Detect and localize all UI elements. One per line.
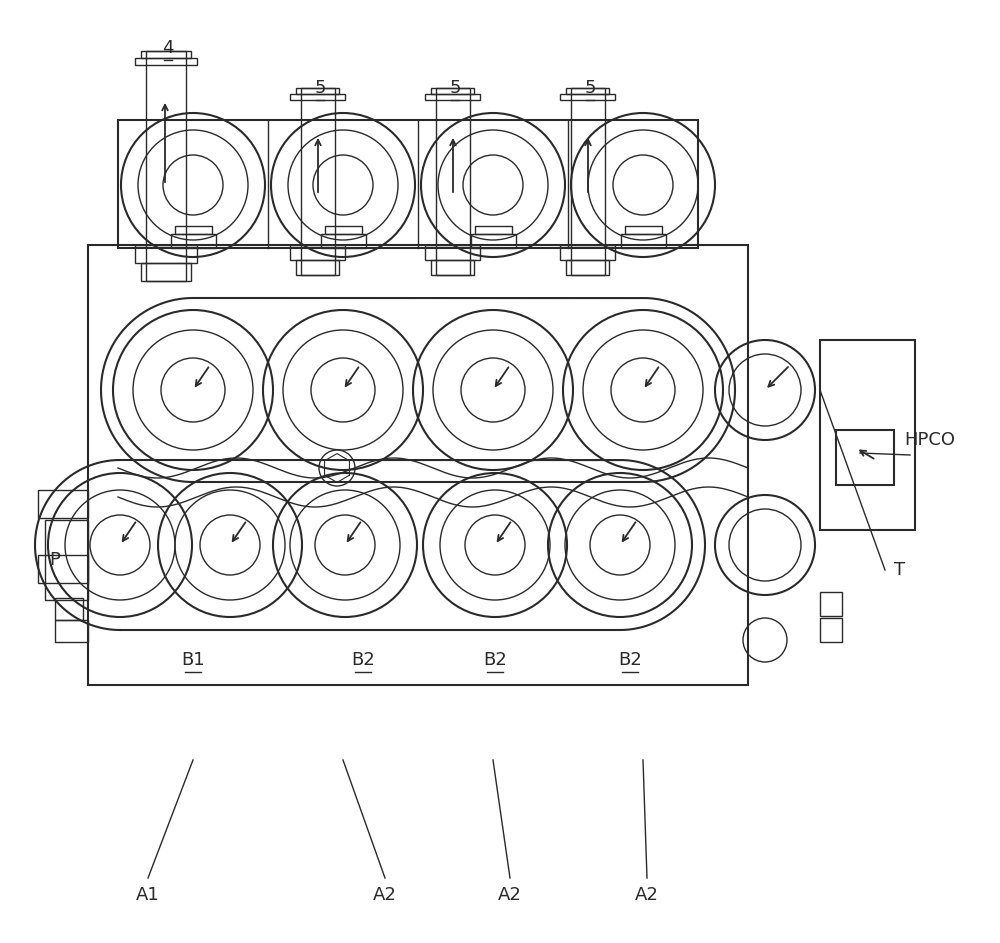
Bar xyxy=(296,260,339,275)
Bar xyxy=(175,226,212,234)
Bar xyxy=(38,555,88,583)
Bar xyxy=(820,618,842,642)
Text: A2: A2 xyxy=(498,886,522,904)
Bar xyxy=(88,245,748,685)
Bar xyxy=(55,598,83,620)
Text: HPCO: HPCO xyxy=(904,431,956,449)
Bar xyxy=(290,94,345,100)
Text: B2: B2 xyxy=(483,651,507,669)
Bar xyxy=(141,51,191,58)
Bar xyxy=(560,94,615,100)
Text: A2: A2 xyxy=(373,886,397,904)
Bar xyxy=(135,58,197,65)
Text: A2: A2 xyxy=(635,886,659,904)
Bar xyxy=(141,263,191,281)
Text: 4: 4 xyxy=(162,39,174,57)
Text: P: P xyxy=(50,551,60,569)
Text: B1: B1 xyxy=(181,651,205,669)
Bar xyxy=(836,430,894,485)
Bar xyxy=(55,620,88,642)
Bar xyxy=(425,245,480,260)
Bar xyxy=(566,88,609,94)
Text: B2: B2 xyxy=(618,651,642,669)
Bar xyxy=(436,88,470,275)
Bar xyxy=(431,260,474,275)
Bar xyxy=(171,234,216,248)
Bar xyxy=(471,234,516,248)
Bar xyxy=(325,226,362,234)
Bar xyxy=(624,226,662,234)
Bar xyxy=(321,234,366,248)
Bar xyxy=(425,94,480,100)
Bar xyxy=(475,226,512,234)
Bar xyxy=(290,245,345,260)
Bar xyxy=(146,51,186,281)
Bar xyxy=(820,592,842,616)
Bar xyxy=(570,88,604,275)
Text: 5: 5 xyxy=(584,79,596,97)
Bar xyxy=(820,340,915,530)
Text: 5: 5 xyxy=(449,79,461,97)
Bar xyxy=(45,520,88,600)
Bar xyxy=(301,88,335,275)
Bar xyxy=(431,88,474,94)
Text: 5: 5 xyxy=(314,79,326,97)
Text: T: T xyxy=(894,561,906,579)
Bar xyxy=(560,245,615,260)
Text: B2: B2 xyxy=(351,651,375,669)
Bar xyxy=(620,234,666,248)
Bar xyxy=(38,490,88,518)
Text: A1: A1 xyxy=(136,886,160,904)
Bar xyxy=(566,260,609,275)
Bar xyxy=(296,88,339,94)
Bar xyxy=(118,120,698,248)
Bar xyxy=(135,245,197,263)
